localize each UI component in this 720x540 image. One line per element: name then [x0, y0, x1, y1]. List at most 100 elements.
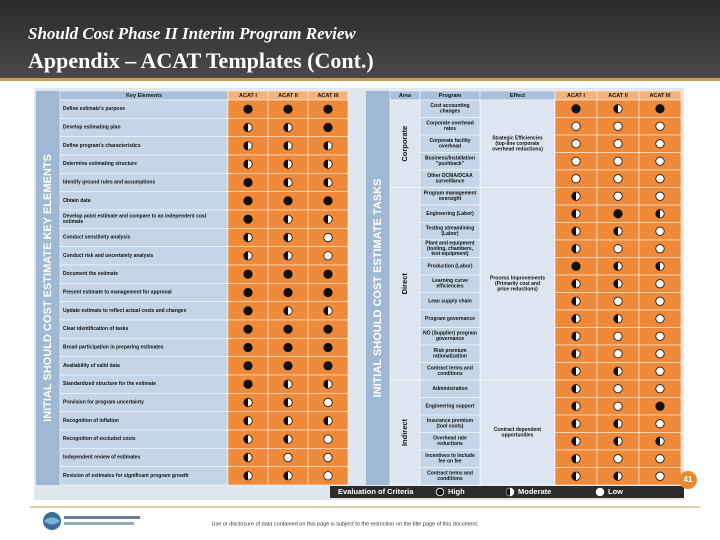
- row-label: Standardized structure for the estimate: [63, 381, 156, 387]
- rating-part: [243, 379, 253, 389]
- rating-part: [571, 279, 576, 288]
- rating-H: [323, 196, 333, 206]
- rating-H: [323, 342, 333, 353]
- rating-L: [655, 121, 665, 131]
- rating-M: [571, 419, 581, 429]
- rating-M: [323, 379, 333, 389]
- rating-M: [243, 251, 253, 261]
- rating-part: [243, 104, 253, 114]
- rating-H: [243, 214, 253, 224]
- rating-M: [571, 191, 581, 201]
- rating-M: [571, 349, 581, 359]
- effect-cell: [479, 187, 556, 381]
- rating-H: [243, 104, 253, 114]
- rating-part: [655, 226, 665, 236]
- rating-part: [283, 434, 288, 444]
- rating-H: [571, 261, 581, 271]
- rating-part: [655, 191, 665, 201]
- legend-label: Moderate: [518, 487, 551, 496]
- rating-part: [243, 159, 248, 169]
- rating-part: [323, 471, 333, 481]
- rating-part: [243, 141, 248, 151]
- effect-label: Process Improvements (Primarily cost and p…: [490, 276, 545, 293]
- area-cell: [389, 99, 421, 188]
- rating-M: [243, 452, 253, 463]
- rating-part: [323, 178, 328, 187]
- effect-cell: [479, 99, 556, 188]
- title: Appendix – ACAT Templates (Cont.): [28, 48, 374, 73]
- rating-M: [655, 261, 665, 271]
- task-label: Plant and equipment (tooling, chambers, te…: [425, 241, 475, 257]
- area-label: Corporate: [400, 126, 409, 162]
- rating-part: [655, 244, 665, 254]
- rating-L: [655, 471, 665, 481]
- rating-M: [655, 209, 665, 219]
- rating-part: [243, 233, 248, 242]
- rating-L: [613, 174, 623, 184]
- rating-H: [435, 487, 445, 497]
- rating-L: [655, 454, 665, 464]
- row-label: Develop point estimate and compare to an…: [63, 214, 207, 226]
- rating-M: [655, 436, 665, 446]
- rating-M: [323, 159, 333, 169]
- rating-part: [243, 123, 248, 132]
- rating-part: [323, 269, 333, 279]
- rating-part: [323, 122, 333, 133]
- rating-M: [571, 401, 581, 411]
- rating-part: [571, 104, 581, 114]
- rating-part: [283, 178, 288, 187]
- rating-L: [655, 419, 665, 429]
- rating-part: [243, 324, 253, 334]
- rating-part: [595, 487, 605, 497]
- side-strip: [366, 91, 390, 485]
- logo: [43, 512, 140, 530]
- area-cell: [389, 187, 421, 381]
- area-label: Direct: [400, 273, 409, 295]
- rating-part: [323, 416, 328, 426]
- effect-label: Strategic Efficiencies (top-line corporat…: [492, 136, 543, 153]
- rating-M: [283, 122, 293, 133]
- rating-H: [655, 401, 665, 411]
- rating-part: [571, 244, 576, 253]
- rating-part: [283, 342, 293, 353]
- rating-M: [283, 141, 293, 151]
- rating-part: [613, 262, 618, 271]
- legend-title: Evaluation of Criteria: [338, 487, 414, 496]
- rating-L: [613, 191, 623, 201]
- rating-part: [323, 379, 328, 389]
- rating-part: [243, 287, 253, 298]
- rating-M: [613, 279, 623, 289]
- rating-part: [283, 416, 288, 426]
- rating-L: [613, 121, 623, 131]
- task-label: Cost accounting changes: [430, 103, 469, 114]
- rating-part: [571, 227, 576, 236]
- rating-part: [283, 398, 288, 407]
- task-label: Incentives to include fee on fee: [425, 453, 475, 464]
- rating-M: [613, 419, 623, 429]
- rating-M: [613, 314, 623, 324]
- task-label: Other DCMA/DCAA surveillance: [427, 173, 473, 184]
- rating-part: [323, 232, 333, 243]
- rating-part: [571, 121, 581, 131]
- rating-M: [283, 471, 293, 481]
- rating-part: [613, 349, 623, 359]
- rating-M: [571, 279, 581, 289]
- rating-part: [655, 209, 660, 218]
- rating-L: [571, 121, 581, 131]
- rating-part: [613, 314, 618, 323]
- rating-M: [571, 384, 581, 394]
- rating-H: [323, 122, 333, 133]
- task-label: Engineering (Labor): [426, 211, 474, 217]
- rating-part: [243, 214, 253, 224]
- column-header: ACAT I: [239, 93, 257, 99]
- rating-part: [243, 361, 253, 371]
- rating-H: [243, 324, 253, 334]
- rating-part: [323, 104, 333, 114]
- rating-part: [613, 191, 623, 201]
- rating-part: [243, 251, 248, 261]
- rating-M: [613, 261, 623, 271]
- row-label: Define program's characteristics: [63, 143, 141, 149]
- rating-M: [283, 251, 293, 261]
- rating-part: [571, 332, 576, 341]
- rating-part: [655, 331, 665, 341]
